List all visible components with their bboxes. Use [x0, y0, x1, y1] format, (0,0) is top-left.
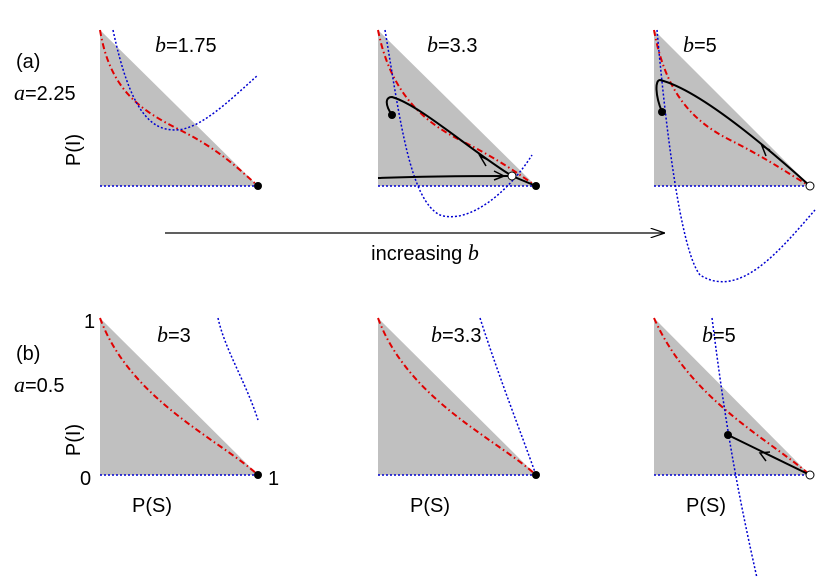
- row-tag: (a): [16, 51, 40, 73]
- panel-a3: [653, 29, 816, 283]
- panel-b3: [653, 317, 815, 579]
- y-bottom-label: 0: [80, 468, 91, 490]
- panel-b2: [377, 317, 540, 479]
- panel-a1: [99, 29, 262, 190]
- panel-label: b=3.3: [431, 322, 481, 347]
- param-label: a=0.5: [14, 372, 64, 397]
- x-axis-label: P(S): [132, 495, 172, 517]
- y-axis-label: P(I): [63, 134, 85, 166]
- row-tag: (b): [16, 343, 40, 365]
- panel-b1: [99, 317, 262, 479]
- arrow-label: increasing b: [371, 240, 479, 265]
- panel-label: b=5: [702, 322, 736, 347]
- panel-label: b=5: [683, 32, 717, 57]
- panel-label: b=3.3: [427, 32, 477, 57]
- x-axis-label: P(S): [686, 495, 726, 517]
- y-top-label: 1: [84, 311, 95, 333]
- panel-label: b=1.75: [155, 32, 217, 57]
- y-axis-label: P(I): [63, 424, 85, 456]
- panel-a2: [377, 29, 540, 218]
- param-label: a=2.25: [14, 80, 76, 105]
- x-right-label: 1: [268, 468, 279, 490]
- x-axis-label: P(S): [410, 495, 450, 517]
- panel-label: b=3: [157, 322, 191, 347]
